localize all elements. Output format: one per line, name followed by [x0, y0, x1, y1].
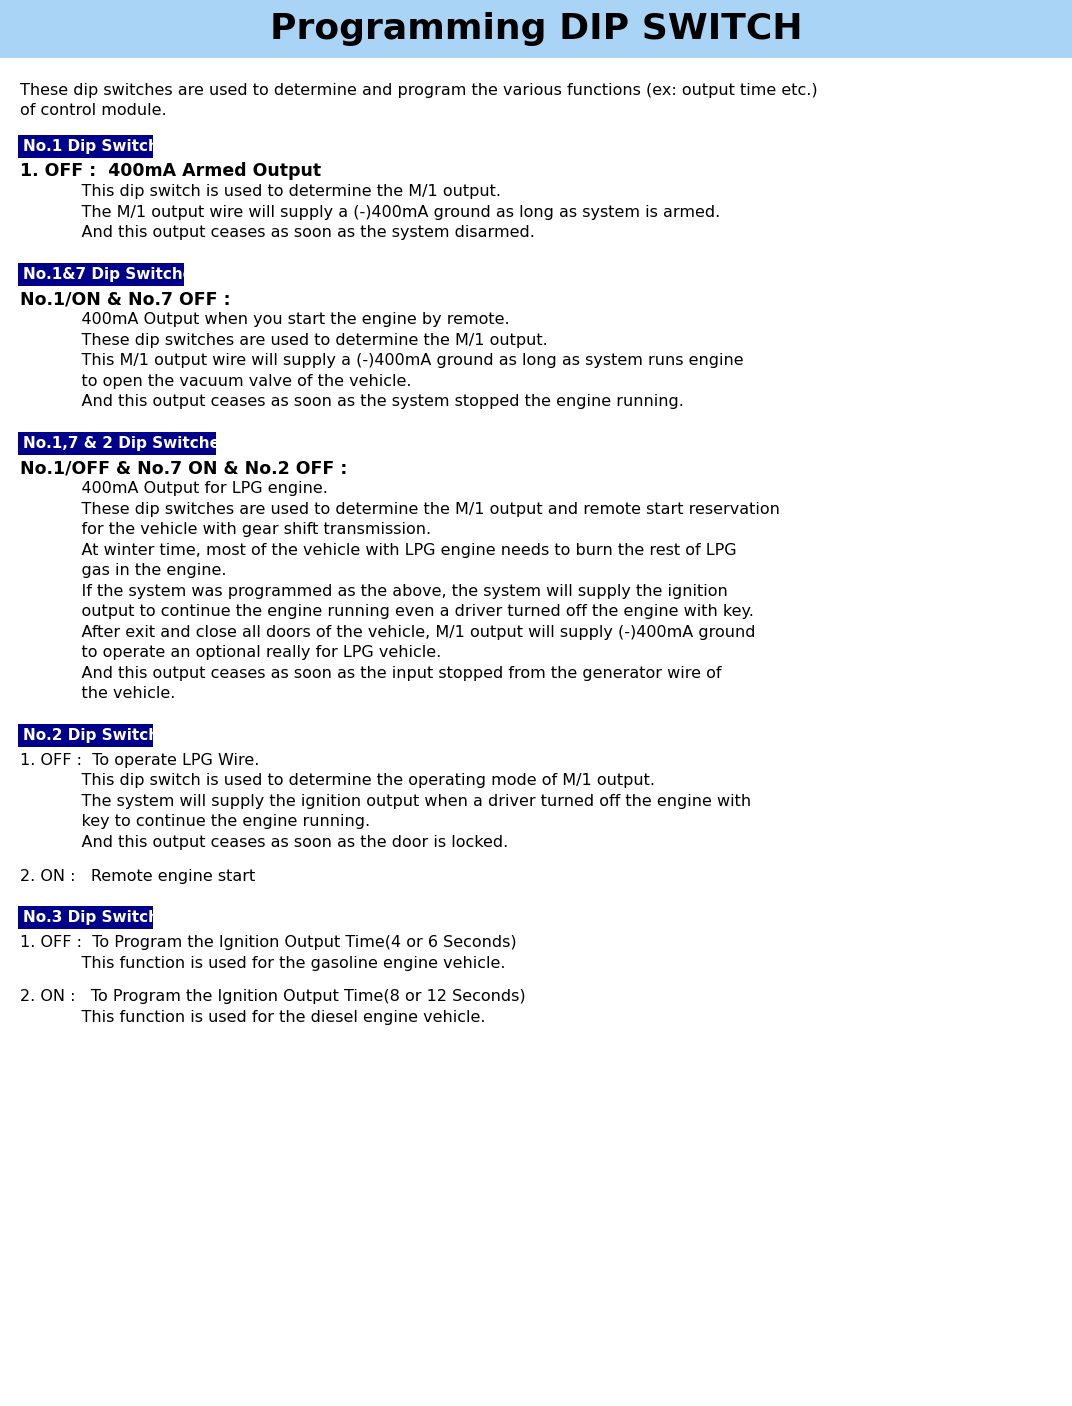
Text: And this output ceases as soon as the system disarmed.: And this output ceases as soon as the sy… [20, 225, 535, 240]
Text: No.1/OFF & No.7 ON & No.2 OFF :: No.1/OFF & No.7 ON & No.2 OFF : [20, 460, 347, 477]
Text: for the vehicle with gear shift transmission.: for the vehicle with gear shift transmis… [20, 522, 431, 537]
Bar [18, 724, 153, 747]
Text: 1. OFF :  To Program the Ignition Output Time(4 or 6 Seconds): 1. OFF : To Program the Ignition Output … [20, 935, 517, 950]
Text: This function is used for the gasoline engine vehicle.: This function is used for the gasoline e… [20, 956, 506, 970]
Text: 400mA Output when you start the engine by remote.: 400mA Output when you start the engine b… [20, 312, 509, 328]
Text: No.1 Dip Switch: No.1 Dip Switch [23, 139, 159, 155]
Bar [18, 263, 184, 285]
Text: gas in the engine.: gas in the engine. [20, 564, 226, 578]
Text: to open the vacuum valve of the vehicle.: to open the vacuum valve of the vehicle. [20, 374, 412, 388]
Text: If the system was programmed as the above, the system will supply the ignition: If the system was programmed as the abov… [20, 583, 728, 599]
Text: And this output ceases as soon as the system stopped the engine running.: And this output ceases as soon as the sy… [20, 394, 684, 409]
Text: Programming DIP SWITCH: Programming DIP SWITCH [270, 13, 802, 46]
Text: After exit and close all doors of the vehicle, M/1 output will supply (-)400mA g: After exit and close all doors of the ve… [20, 624, 756, 640]
Text: This function is used for the diesel engine vehicle.: This function is used for the diesel eng… [20, 1010, 486, 1025]
Text: 1. OFF :  To operate LPG Wire.: 1. OFF : To operate LPG Wire. [20, 752, 259, 768]
Text: No.3 Dip Switch: No.3 Dip Switch [23, 910, 159, 925]
Text: And this output ceases as soon as the input stopped from the generator wire of: And this output ceases as soon as the in… [20, 666, 721, 681]
Bar [18, 432, 217, 456]
Text: These dip switches are used to determine the M/1 output and remote start reserva: These dip switches are used to determine… [20, 502, 779, 517]
Text: These dip switches are used to determine the M/1 output.: These dip switches are used to determine… [20, 333, 548, 347]
Text: At winter time, most of the vehicle with LPG engine needs to burn the rest of LP: At winter time, most of the vehicle with… [20, 543, 736, 558]
Text: These dip switches are used to determine and program the various functions (ex: : These dip switches are used to determine… [20, 83, 818, 98]
Text: 2. ON :   To Program the Ignition Output Time(8 or 12 Seconds): 2. ON : To Program the Ignition Output T… [20, 990, 525, 1004]
Text: This dip switch is used to determine the operating mode of M/1 output.: This dip switch is used to determine the… [20, 773, 655, 789]
Text: No.2 Dip Switch: No.2 Dip Switch [23, 728, 159, 742]
Bar [18, 907, 153, 929]
Text: the vehicle.: the vehicle. [20, 686, 176, 702]
Text: This dip switch is used to determine the M/1 output.: This dip switch is used to determine the… [20, 184, 501, 200]
Text: No.1/ON & No.7 OFF :: No.1/ON & No.7 OFF : [20, 290, 230, 308]
Text: 400mA Output for LPG engine.: 400mA Output for LPG engine. [20, 481, 328, 496]
Text: This M/1 output wire will supply a (-)400mA ground as long as system runs engine: This M/1 output wire will supply a (-)40… [20, 353, 744, 368]
Text: And this output ceases as soon as the door is locked.: And this output ceases as soon as the do… [20, 835, 508, 849]
Bar [0, 0, 1072, 58]
Bar [18, 135, 153, 157]
Text: 1. OFF :  400mA Armed Output: 1. OFF : 400mA Armed Output [20, 162, 322, 180]
Text: The M/1 output wire will supply a (-)400mA ground as long as system is armed.: The M/1 output wire will supply a (-)400… [20, 205, 720, 219]
Text: of control module.: of control module. [20, 103, 166, 118]
Text: to operate an optional really for LPG vehicle.: to operate an optional really for LPG ve… [20, 645, 442, 661]
Text: key to continue the engine running.: key to continue the engine running. [20, 814, 370, 830]
Text: output to continue the engine running even a driver turned off the engine with k: output to continue the engine running ev… [20, 605, 754, 619]
Text: No.1,7 & 2 Dip Switches: No.1,7 & 2 Dip Switches [23, 436, 229, 451]
Text: No.1&7 Dip Switches: No.1&7 Dip Switches [23, 267, 203, 283]
Text: The system will supply the ignition output when a driver turned off the engine w: The system will supply the ignition outp… [20, 794, 751, 808]
Text: 2. ON :   Remote engine start: 2. ON : Remote engine start [20, 869, 255, 883]
